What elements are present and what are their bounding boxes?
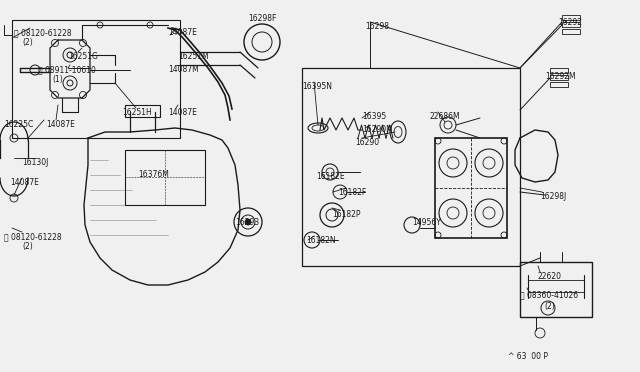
Text: 16298J: 16298J [540,192,566,201]
Text: 16395: 16395 [362,112,387,121]
Text: Ⓝ 08911-10610: Ⓝ 08911-10610 [38,65,96,74]
Bar [435,138,507,238]
Text: 14956Y: 14956Y [412,218,441,227]
Bar [125,150,205,205]
Text: (2): (2) [544,302,555,311]
Text: Ⓢ 08360-41026: Ⓢ 08360-41026 [520,290,578,299]
Bar [12,20,180,138]
Text: 16251G: 16251G [68,52,98,61]
Text: Ⓑ 08120-61228: Ⓑ 08120-61228 [4,232,61,241]
Bar [550,75,568,80]
Text: 16251H: 16251H [122,108,152,117]
Bar [562,29,580,34]
Text: (2): (2) [22,38,33,47]
Text: 14087M: 14087M [168,65,199,74]
Text: 14087E: 14087E [168,108,197,117]
Text: 16395N: 16395N [302,82,332,91]
Text: (2): (2) [22,242,33,251]
Text: 16292: 16292 [558,18,582,27]
Text: 14087E: 14087E [46,120,75,129]
Text: 16290: 16290 [355,138,379,147]
Bar [302,68,520,266]
Text: 16298F: 16298F [248,14,276,23]
Text: 14087E: 14087E [168,28,197,37]
Bar [520,262,592,317]
Text: 22686M: 22686M [430,112,461,121]
Text: 16290M: 16290M [362,125,393,134]
Bar [125,105,160,117]
Text: 16182F: 16182F [338,188,366,197]
Text: 16182N: 16182N [306,236,335,245]
Bar [550,68,568,73]
Text: 14087E: 14087E [10,178,39,187]
Text: 16182E: 16182E [316,172,344,181]
Bar [562,15,580,20]
Circle shape [245,219,251,225]
Text: 16293: 16293 [235,218,259,227]
Text: 16298: 16298 [365,22,389,31]
Text: ^ 63  00 P: ^ 63 00 P [508,352,548,361]
Text: 16130J: 16130J [22,158,49,167]
Text: 16225C: 16225C [4,120,33,129]
Bar [550,82,568,87]
Text: Ⓑ 08120-61228: Ⓑ 08120-61228 [14,28,72,37]
Text: 16292M: 16292M [545,72,575,81]
Text: 16182P: 16182P [332,210,360,219]
Text: 16251M: 16251M [178,52,209,61]
Text: (1): (1) [52,75,63,84]
Text: 16376M: 16376M [138,170,169,179]
Bar [562,22,580,27]
Text: 22620: 22620 [538,272,562,281]
